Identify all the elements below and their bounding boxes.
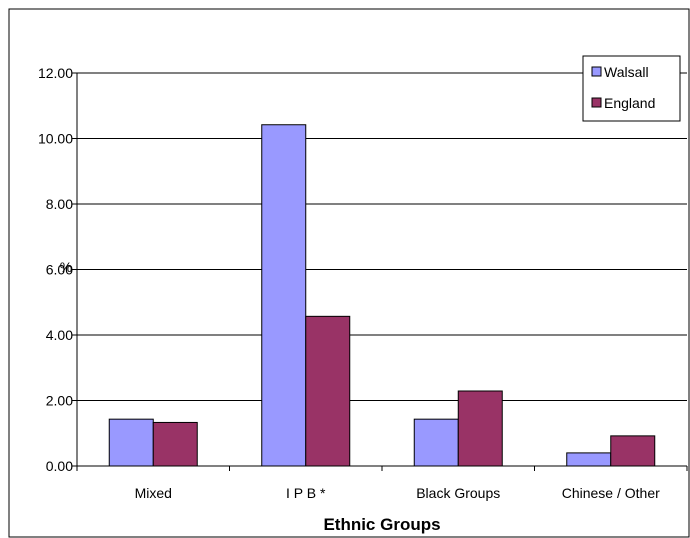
- x-tick-label: Chinese / Other: [562, 485, 660, 501]
- y-tick-label: 0.00: [46, 458, 73, 474]
- bars: [108, 124, 656, 467]
- bar-walsall-0: [108, 418, 154, 467]
- legend-label-walsall: Walsall: [604, 64, 649, 80]
- bar-walsall-3: [566, 452, 612, 467]
- x-axis-ticks: Mixed I P B * Black Groups Chinese / Other: [76, 466, 688, 501]
- legend-label-england: England: [604, 95, 655, 111]
- bar-england-1: [305, 315, 351, 467]
- y-tick-label: 2.00: [46, 393, 73, 409]
- y-axis-title: %: [60, 259, 72, 275]
- x-tick-label: Mixed: [135, 485, 172, 501]
- bar-england-3: [610, 435, 656, 467]
- y-tick-label: 12.00: [38, 65, 73, 81]
- x-axis-title: Ethnic Groups: [323, 515, 440, 534]
- y-axis-ticks: 0.00 2.00 4.00 6.00 8.00 10.00 12.00: [38, 65, 77, 474]
- legend-swatch-walsall: [591, 66, 602, 77]
- y-tick-label: 10.00: [38, 131, 73, 147]
- bar-england-2: [457, 390, 503, 467]
- bar-england-0: [152, 421, 198, 467]
- bar-walsall-1: [261, 124, 307, 467]
- y-tick-label: 6.00: [46, 262, 73, 278]
- y-tick-label: 4.00: [46, 327, 73, 343]
- bar-walsall-2: [413, 418, 459, 467]
- x-tick-label: I P B *: [286, 485, 326, 501]
- legend: Walsall England: [582, 55, 681, 122]
- legend-swatch-england: [591, 97, 602, 108]
- y-tick-label: 8.00: [46, 196, 73, 212]
- x-tick-label: Black Groups: [416, 485, 500, 501]
